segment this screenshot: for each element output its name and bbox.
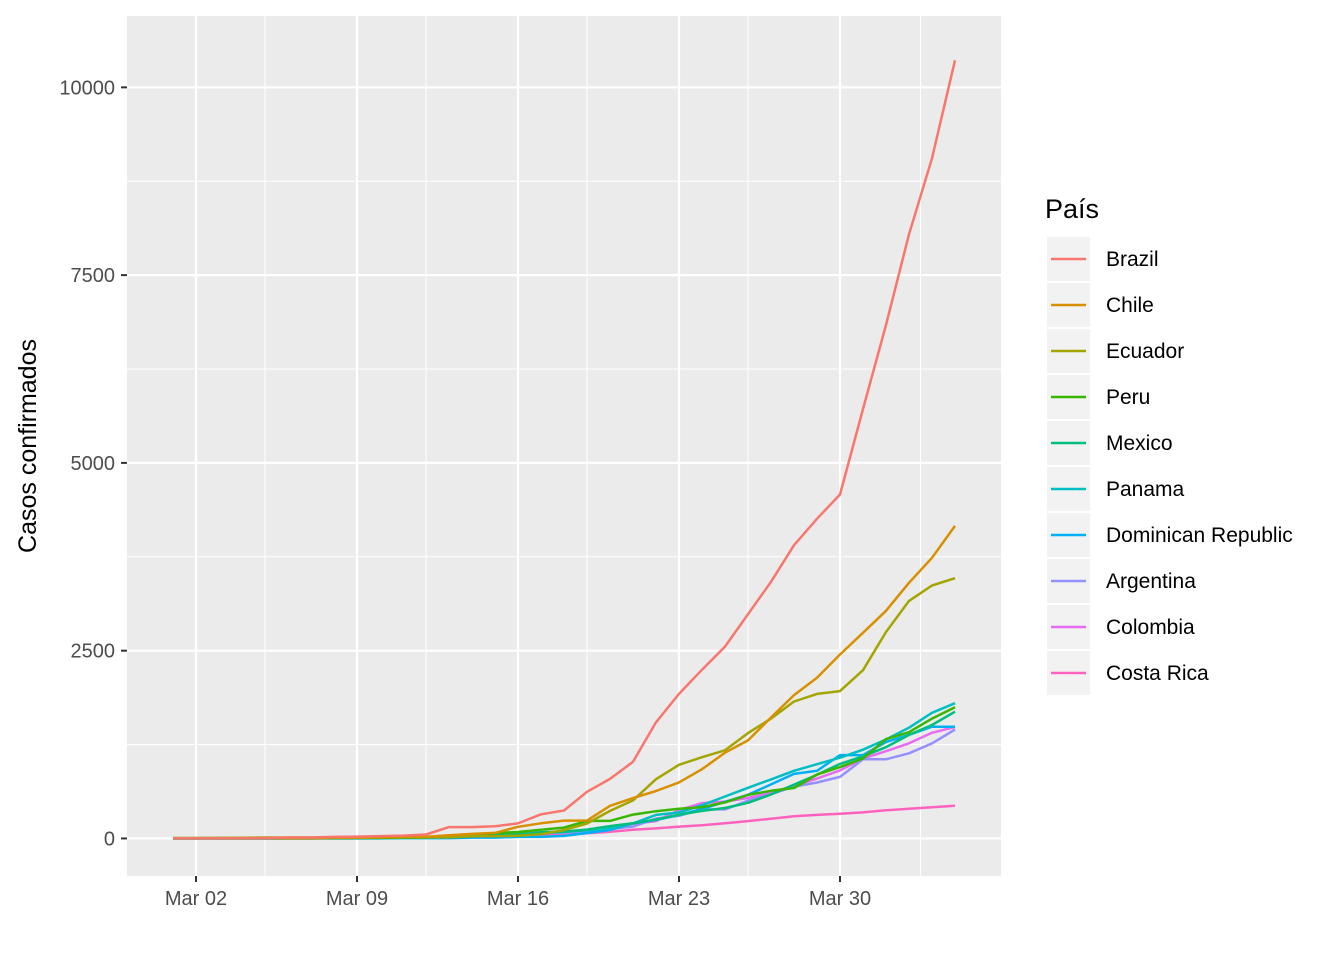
major-gridlines bbox=[127, 16, 1001, 876]
y-tick-label: 7500 bbox=[71, 265, 116, 287]
legend-title: País bbox=[1045, 194, 1099, 224]
legend-label-dominican-republic: Dominican Republic bbox=[1106, 524, 1293, 547]
y-tick-label: 10000 bbox=[59, 77, 115, 99]
legend-label-colombia: Colombia bbox=[1106, 616, 1195, 639]
x-tick-label: Mar 09 bbox=[326, 888, 388, 910]
minor-gridlines bbox=[127, 16, 1001, 876]
legend-label-brazil: Brazil bbox=[1106, 248, 1159, 271]
series-line-brazil bbox=[173, 60, 957, 840]
legend-label-chile: Chile bbox=[1106, 294, 1154, 317]
y-tick-label: 5000 bbox=[71, 453, 116, 475]
y-axis: 0 2500 5000 7500 10000 bbox=[59, 77, 127, 850]
legend: País Brazil Chile Ecuador Peru Mexico Panama D… bbox=[1045, 194, 1293, 695]
legend-label-panama: Panama bbox=[1106, 478, 1185, 501]
legend-label-ecuador: Ecuador bbox=[1106, 340, 1184, 363]
x-tick-label: Mar 30 bbox=[809, 888, 871, 910]
y-tick-label: 0 bbox=[104, 828, 115, 850]
y-tick-label: 2500 bbox=[71, 641, 116, 663]
legend-label-mexico: Mexico bbox=[1106, 432, 1173, 455]
legend-label-costa-rica: Costa Rica bbox=[1106, 662, 1209, 685]
x-tick-label: Mar 16 bbox=[487, 888, 549, 910]
legend-keys: Brazil Chile Ecuador Peru Mexico Panama Domini… bbox=[1047, 237, 1293, 695]
legend-label-peru: Peru bbox=[1106, 386, 1150, 409]
legend-label-argentina: Argentina bbox=[1106, 570, 1196, 593]
y-axis-title: Casos confirmados bbox=[14, 339, 42, 553]
x-tick-label: Mar 23 bbox=[648, 888, 710, 910]
x-axis: Mar 02 Mar 09 Mar 16 Mar 23 Mar 30 bbox=[165, 876, 871, 910]
x-tick-label: Mar 02 bbox=[165, 888, 227, 910]
series-lines bbox=[173, 60, 957, 840]
plot-panel bbox=[127, 16, 1001, 876]
